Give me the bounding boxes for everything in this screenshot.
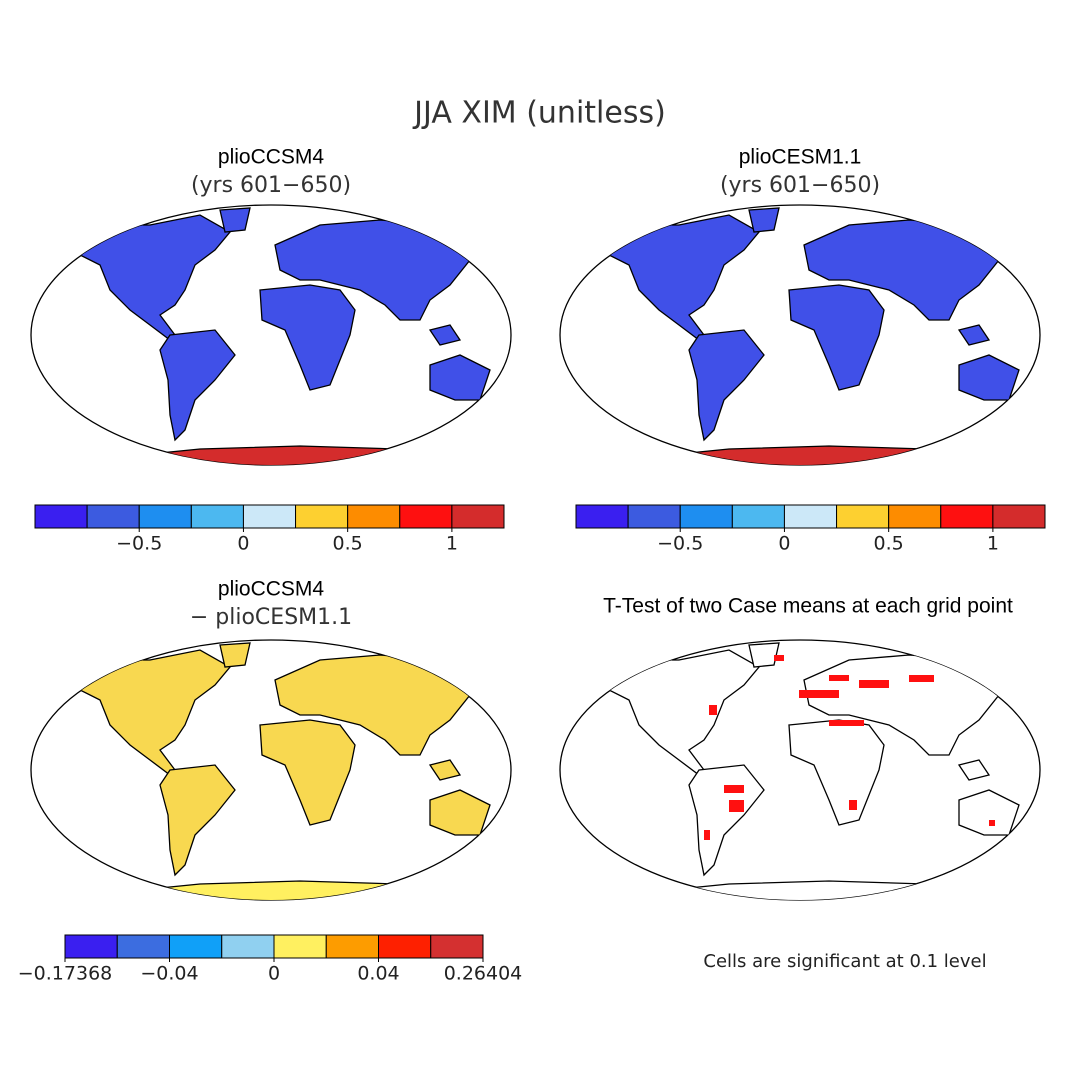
colorbar-box — [273, 934, 327, 959]
colorbar-box — [138, 504, 192, 529]
colorbar-box — [378, 934, 432, 959]
panel-title: plioCCSM4 — [218, 578, 325, 601]
colorbar-box — [169, 934, 223, 959]
figure-title: JJA XIM (unitless) — [412, 96, 666, 131]
colorbar-box — [221, 934, 275, 959]
colorbar-box — [34, 504, 88, 529]
colorbar-box — [783, 504, 838, 529]
colorbar-box — [575, 504, 629, 529]
colorbar-box — [888, 504, 942, 529]
colorbar-box — [86, 504, 140, 529]
colorbar-box — [190, 504, 244, 529]
panel-title: plioCESM1.1 — [739, 146, 862, 169]
note: Cells are significant at 0.1 level — [703, 951, 986, 972]
colorbar-label: 1 — [446, 533, 458, 555]
map-panel — [559, 639, 1041, 905]
colorbar-label: 0 — [268, 963, 280, 985]
colorbar-box — [64, 934, 118, 959]
colorbar-label: 0.5 — [874, 533, 904, 555]
panel-subtitle: (yrs 601−650) — [720, 173, 880, 198]
colorbar-box — [836, 504, 890, 529]
colorbar-label: 1 — [987, 533, 999, 555]
map-panel — [30, 639, 512, 905]
colorbar-label: 0.04 — [357, 963, 399, 985]
colorbar-box — [116, 934, 170, 959]
colorbar-box — [325, 934, 379, 959]
colorbar-box — [430, 934, 484, 959]
colorbar-box — [940, 504, 994, 529]
colorbar-box — [451, 504, 505, 529]
colorbar-label: −0.5 — [657, 533, 703, 555]
map-panel — [559, 204, 1041, 470]
colorbar-label: 0.5 — [333, 533, 363, 555]
colorbar-box — [627, 504, 681, 529]
colorbar-label: −0.17368 — [18, 963, 113, 985]
colorbar-box — [679, 504, 733, 529]
panel-title: plioCCSM4 — [218, 146, 325, 169]
panel-subtitle: − plioCESM1.1 — [190, 605, 352, 630]
colorbar-box — [242, 504, 297, 529]
colorbar-label: 0.26404 — [444, 963, 523, 985]
map-panel — [30, 204, 512, 470]
panel-subtitle: (yrs 601−650) — [191, 173, 351, 198]
colorbar-box — [347, 504, 401, 529]
colorbar-label: −0.5 — [116, 533, 162, 555]
colorbar-label: 0 — [237, 533, 249, 555]
colorbar-box — [399, 504, 453, 529]
colorbar-box — [295, 504, 349, 529]
colorbar-label: −0.04 — [140, 963, 198, 985]
colorbar-box — [731, 504, 785, 529]
panel-title: T-Test of two Case means at each grid po… — [603, 595, 1013, 618]
colorbar-box — [992, 504, 1046, 529]
colorbar-label: 0 — [778, 533, 790, 555]
